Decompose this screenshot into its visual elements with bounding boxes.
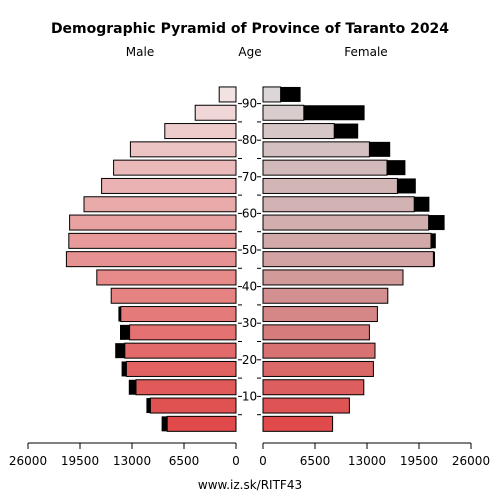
male-bar <box>149 397 237 414</box>
female-excess-bar <box>303 105 365 121</box>
female-excess-bar <box>414 196 430 212</box>
age-tick-label: 30 <box>242 316 257 330</box>
male-excess-bar <box>146 398 151 414</box>
female-excess-bar <box>433 251 435 267</box>
male-bar <box>124 342 237 359</box>
female-bar <box>262 177 398 194</box>
male-bar <box>101 177 237 194</box>
age-tick-label: 60 <box>242 206 257 220</box>
male-excess-bar <box>115 343 125 359</box>
female-label: Female <box>344 45 387 59</box>
female-bar <box>262 141 370 158</box>
male-bar <box>69 214 237 231</box>
male-excess-bar <box>120 324 130 340</box>
male-excess-bar <box>121 361 127 377</box>
male-bar <box>218 86 237 103</box>
x-tick-label: 13000 <box>348 454 386 468</box>
female-excess-bar <box>431 233 436 249</box>
age-tick-label: 40 <box>242 280 257 294</box>
female-bar <box>262 324 370 341</box>
male-bar <box>68 232 237 249</box>
age-label: Age <box>238 45 261 59</box>
female-excess-bar <box>387 160 406 176</box>
female-bar <box>262 269 404 286</box>
female-bar <box>262 123 335 140</box>
age-tick-label: 50 <box>242 243 257 257</box>
male-bar <box>129 324 237 341</box>
female-excess-bar <box>334 123 359 139</box>
female-bar <box>262 397 350 414</box>
female-bar <box>262 251 434 268</box>
male-excess-bar <box>161 416 168 432</box>
age-tick-label: 70 <box>242 170 257 184</box>
female-bar <box>262 86 282 103</box>
male-bar <box>194 104 237 121</box>
male-bar <box>135 379 237 396</box>
male-bar <box>65 251 237 268</box>
female-bar <box>262 415 334 432</box>
male-bar <box>129 141 237 158</box>
male-bar <box>110 287 237 304</box>
male-bar <box>164 123 237 140</box>
x-tick-label: 13000 <box>113 454 151 468</box>
x-axes: 26000 19500 13000 6500 0 0 6500 13000 19500 26000 <box>9 442 490 468</box>
female-bar <box>262 379 365 396</box>
chart-title: Demographic Pyramid of Province of Taran… <box>51 21 449 37</box>
x-tick-label: 0 <box>259 454 267 468</box>
female-excess-bar <box>428 215 445 231</box>
x-tick-label: 6500 <box>300 454 331 468</box>
x-tick-label: 19500 <box>61 454 99 468</box>
female-bar <box>262 196 415 213</box>
x-tick-label: 26000 <box>9 454 47 468</box>
age-tick-label: 10 <box>242 389 257 403</box>
female-excess-bar <box>369 141 391 157</box>
x-tick-label: 26000 <box>452 454 490 468</box>
male-bars <box>65 86 237 432</box>
x-tick-label: 0 <box>232 454 240 468</box>
female-bar <box>262 214 430 231</box>
female-bar <box>262 159 388 176</box>
female-excess-bar <box>397 178 416 194</box>
male-excess-bar <box>118 306 121 322</box>
x-tick-label: 6500 <box>169 454 200 468</box>
male-bar <box>113 159 237 176</box>
female-bar <box>262 342 376 359</box>
male-bar <box>120 306 237 323</box>
female-bar <box>262 287 389 304</box>
age-tick-label: 90 <box>242 97 257 111</box>
male-bar <box>83 196 237 213</box>
female-excess-bar <box>280 86 301 102</box>
male-excess-bar <box>128 379 136 395</box>
age-tick-label: 80 <box>242 133 257 147</box>
female-bar <box>262 104 305 121</box>
female-bars <box>262 86 445 432</box>
female-bar <box>262 360 374 377</box>
age-ticks: 10 20 30 40 50 60 70 80 90 <box>238 97 261 416</box>
male-bar <box>166 415 237 432</box>
x-tick-label: 19500 <box>400 454 438 468</box>
male-bar <box>96 269 237 286</box>
female-bar <box>262 306 378 323</box>
female-bar <box>262 232 432 249</box>
male-label: Male <box>126 45 154 59</box>
male-bar <box>125 360 237 377</box>
age-tick-label: 20 <box>242 353 257 367</box>
footer-url: www.iz.sk/RITF43 <box>198 478 302 492</box>
